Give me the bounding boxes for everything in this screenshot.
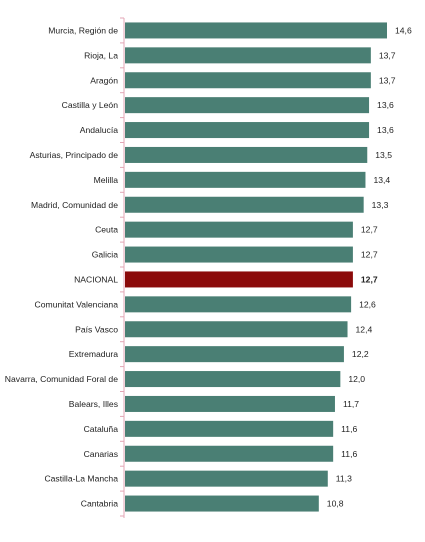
category-label: Extremadura xyxy=(69,349,118,359)
category-label: Melilla xyxy=(94,175,119,185)
bar xyxy=(125,122,370,139)
bar xyxy=(125,72,371,89)
bar xyxy=(125,146,368,163)
value-label: 12,6 xyxy=(359,299,376,309)
value-label: 13,7 xyxy=(379,75,396,85)
value-label: 12,7 xyxy=(361,225,378,235)
bar xyxy=(125,47,371,64)
bar xyxy=(125,346,344,363)
category-label: Ceuta xyxy=(95,225,118,235)
labels-layer: Murcia, Región de 14,6 Rioja, La 13,7 Aragón… xyxy=(5,25,412,508)
bar xyxy=(125,371,341,388)
value-label: 13,4 xyxy=(373,175,390,185)
bars-layer xyxy=(125,22,387,512)
value-label: 13,6 xyxy=(377,100,394,110)
category-label: Aragón xyxy=(90,75,118,85)
value-label: 13,6 xyxy=(377,125,394,135)
value-label: 13,3 xyxy=(372,200,389,210)
bar xyxy=(125,445,334,462)
value-label: 11,6 xyxy=(341,449,357,459)
value-label: 12,4 xyxy=(356,324,373,334)
bar xyxy=(125,246,353,263)
bar xyxy=(125,196,364,213)
category-label: Madrid, Comunidad de xyxy=(31,200,118,210)
category-label: Andalucía xyxy=(80,125,118,135)
category-label: Cantabria xyxy=(81,499,118,509)
value-label: 12,0 xyxy=(348,374,365,384)
category-label: Navarra, Comunidad Foral de xyxy=(5,374,118,384)
category-label: Castilla-La Mancha xyxy=(44,474,118,484)
bar xyxy=(125,271,353,288)
bar xyxy=(125,321,348,338)
bar xyxy=(125,171,366,188)
bar xyxy=(125,22,387,39)
value-label: 11,3 xyxy=(336,474,352,484)
category-label: Canarias xyxy=(84,449,118,459)
bar xyxy=(125,221,353,238)
bar xyxy=(125,97,370,114)
value-label: 14,6 xyxy=(395,25,412,35)
category-label: Balears, Illes xyxy=(69,399,118,409)
bar xyxy=(125,395,335,412)
category-label: Asturias, Principado de xyxy=(30,150,119,160)
value-label: 11,6 xyxy=(341,424,357,434)
category-label: Castilla y León xyxy=(62,100,119,110)
bar xyxy=(125,470,328,487)
value-label: 12,7 xyxy=(361,250,378,260)
category-label: Comunitat Valenciana xyxy=(35,299,119,309)
category-label: Galicia xyxy=(92,250,118,260)
axis-layer xyxy=(120,17,125,518)
value-label: 13,7 xyxy=(379,50,396,60)
category-label: Murcia, Región de xyxy=(48,25,118,35)
bar xyxy=(125,296,352,313)
value-label: 11,7 xyxy=(343,399,359,409)
category-label: NACIONAL xyxy=(74,274,118,284)
value-label: 12,2 xyxy=(352,349,369,359)
bar xyxy=(125,495,319,512)
category-label: País Vasco xyxy=(75,324,118,334)
category-label: Rioja, La xyxy=(84,50,118,60)
value-label: 12,7 xyxy=(361,274,378,284)
value-label: 10,8 xyxy=(327,499,344,509)
category-label: Cataluña xyxy=(84,424,119,434)
bar xyxy=(125,420,334,437)
value-label: 13,5 xyxy=(375,150,392,160)
